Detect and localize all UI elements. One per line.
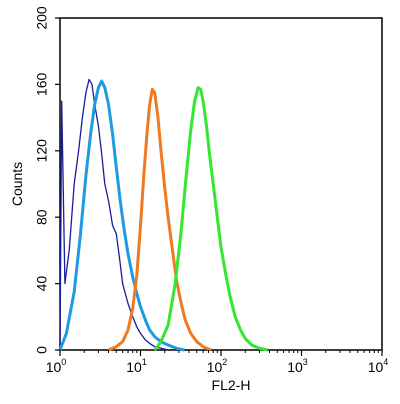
histogram-series-1 bbox=[59, 78, 169, 351]
y-tick-label: 40 bbox=[34, 276, 50, 292]
histogram-series-3 bbox=[107, 87, 212, 352]
x-axis-label: FL2-H bbox=[212, 377, 251, 393]
y-tick-label: 160 bbox=[34, 73, 50, 97]
x-tick-label: 101 bbox=[126, 357, 147, 375]
x-tick-label: 102 bbox=[207, 357, 228, 375]
x-tick-label: 100 bbox=[46, 357, 67, 375]
histogram-series-2 bbox=[58, 79, 185, 352]
x-tick-label: 103 bbox=[287, 357, 308, 375]
y-tick-label: 200 bbox=[34, 6, 50, 30]
y-tick-label: 120 bbox=[34, 139, 50, 163]
y-tick-label: 0 bbox=[34, 346, 50, 354]
ticks-layer: 0 40 80 120 160 200 100 101 102 103 104 bbox=[34, 6, 389, 375]
y-axis-label: Counts bbox=[9, 162, 25, 206]
series-layer bbox=[58, 78, 269, 352]
plot-frame bbox=[59, 17, 383, 351]
axes bbox=[59, 17, 383, 351]
histogram-series-4 bbox=[153, 86, 269, 352]
x-tick-label: 104 bbox=[368, 357, 389, 375]
y-tick-label: 80 bbox=[34, 209, 50, 225]
